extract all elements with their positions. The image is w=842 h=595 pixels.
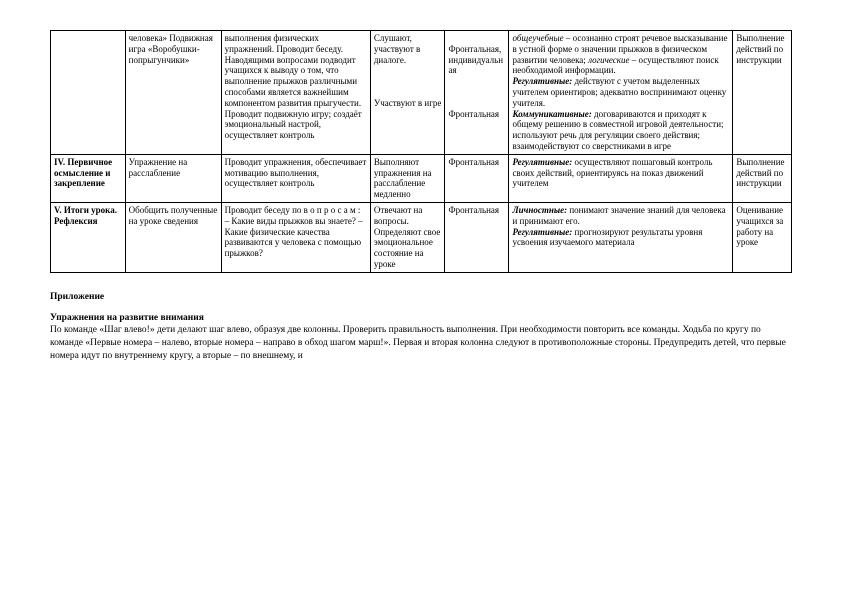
appendix-title: Приложение [50, 292, 104, 302]
text: Фронтальная, индивидуальная [448, 44, 503, 76]
appendix-heading: Упражнения на развитие внимания [50, 313, 204, 323]
cell-uud: Регулятивные: осуществляют пошаговый кон… [509, 154, 733, 202]
cell-teacher: Проводит беседу по в о п р о с а м : – К… [221, 202, 370, 272]
table-row: V. Итоги урока. Рефлексия Обобщить получ… [51, 202, 792, 272]
cell-stage: IV. Первичное осмысление и закрепление [51, 154, 126, 202]
appendix-section: Приложение Упражнения на развитие вниман… [50, 291, 792, 363]
label: Регулятивные: [512, 157, 572, 167]
label: Личностные: [512, 205, 567, 215]
label: Регулятивные: [512, 227, 572, 237]
cell-student: Выполняют упражнения на расслабление мед… [370, 154, 445, 202]
cell-stage: V. Итоги урока. Рефлексия [51, 202, 126, 272]
label: логические [588, 55, 629, 65]
text: V. Итоги урока. Рефлексия [54, 205, 117, 226]
text: Участвуют в игре [374, 98, 442, 108]
table-row: IV. Первичное осмысление и закрепление У… [51, 154, 792, 202]
cell-control: Выполнение действий по инструкции [733, 31, 792, 155]
cell-form: Фронтальная [445, 202, 509, 272]
cell-content: человека» Подвижная игра «Воробушки-попр… [125, 31, 221, 155]
cell-form: Фронтальная [445, 154, 509, 202]
cell-student: Слушают, участвуют в диалоге. Участвуют … [370, 31, 445, 155]
cell-stage [51, 31, 126, 155]
cell-teacher: выполнения физических упражнений. Провод… [221, 31, 370, 155]
cell-content: Упражнение на расслабление [125, 154, 221, 202]
cell-control: Выполнение действий по инструкции [733, 154, 792, 202]
appendix-body: По команде «Шаг влево!» дети делают шаг … [50, 325, 786, 361]
cell-form: Фронтальная, индивидуальная Фронтальная [445, 31, 509, 155]
text: IV. Первичное осмысление и закрепление [54, 157, 112, 189]
table-row: человека» Подвижная игра «Воробушки-попр… [51, 31, 792, 155]
label: Коммуникативные: [512, 109, 591, 119]
text: Фронтальная [448, 109, 499, 119]
cell-uud: общеучебные – осознанно строят речевое в… [509, 31, 733, 155]
label: общеучебные [512, 33, 563, 43]
cell-student: Отвечают на вопросы. Определяют свое эмо… [370, 202, 445, 272]
cell-control: Оценивание учащихся за работу на уроке [733, 202, 792, 272]
cell-uud: Личностные: понимают значение знаний для… [509, 202, 733, 272]
cell-content: Обобщить полученные на уроке сведения [125, 202, 221, 272]
text: Слушают, участвуют в диалоге. [374, 33, 420, 65]
label: Регулятивные: [512, 76, 572, 86]
lesson-plan-table: человека» Подвижная игра «Воробушки-попр… [50, 30, 792, 273]
cell-teacher: Проводит упражнения, обеспечивает мотива… [221, 154, 370, 202]
